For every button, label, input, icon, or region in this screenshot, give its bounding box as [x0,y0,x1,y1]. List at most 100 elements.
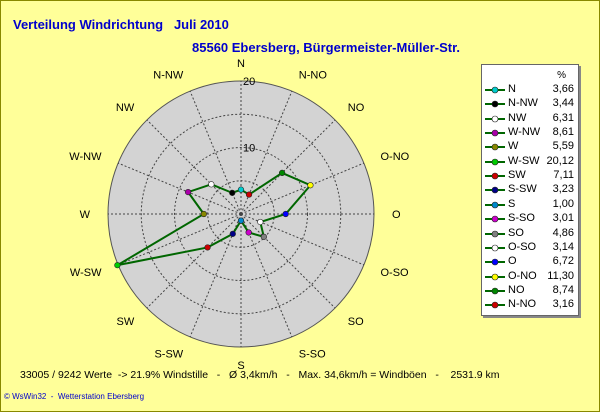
chart-title: Verteilung Windrichtung Juli 2010 [13,17,229,32]
legend-marker [485,115,505,122]
legend-item: NO 8,74 [482,284,578,298]
legend-value: 20,12 [546,154,574,167]
legend-label: SW [508,169,526,182]
grid-ring [140,113,342,315]
direction-label: S-SO [299,349,326,361]
data-point [237,217,245,224]
data-point [229,189,236,196]
legend-label: N-NO [508,298,537,311]
legend-label: NO [508,283,525,296]
legend-marker [485,201,505,209]
legend-label: S-SO [508,212,535,225]
direction-label: N [237,58,245,70]
legend-item: W-SW 20,12 [482,155,578,169]
legend-item: SO 4,86 [482,227,578,241]
data-point [237,186,245,193]
legend-value: 5,59 [552,140,574,153]
legend-marker [485,187,505,194]
grid-ring [174,147,308,281]
legend-marker [485,86,505,94]
data-point [257,218,264,226]
legend-value: 8,74 [552,283,574,296]
legend-label: O [508,255,517,268]
legend-marker [485,129,505,137]
legend-item: N 3,66 [482,83,578,97]
legend-value: 6,31 [552,111,574,124]
legend-value: 8,61 [552,126,574,139]
legend-label: O-SO [508,240,537,253]
legend-label: NW [508,111,527,124]
legend-value: 3,44 [552,97,574,110]
direction-label: W-NW [69,151,102,163]
legend-marker [485,273,505,280]
data-point [185,188,192,196]
legend-item: O-NO 11,30 [482,270,578,284]
credit-line: © WsWin32 - Wetterstation Ebersberg [4,392,145,401]
legend-label: S-SW [508,183,537,196]
radial-tick-label: 10 [243,143,255,155]
legend-label: SO [508,226,524,239]
legend-marker [485,101,505,108]
legend-value: 3,14 [552,240,574,253]
legend-item: O-SO 3,14 [482,241,578,255]
direction-label: W [80,209,91,221]
legend-label: W-SW [508,154,540,167]
direction-label: NO [348,102,365,114]
legend-value: 3,66 [552,83,574,95]
direction-label: S-SW [154,349,183,361]
direction-label: N-NW [153,69,184,81]
legend-marker [485,215,505,223]
legend-item: S-SO 3,01 [482,212,578,226]
legend-unit: % [557,70,566,81]
legend-label: W [508,140,519,153]
legend-marker [485,144,505,151]
data-point [114,262,121,269]
direction-label: SO [348,316,364,328]
legend-item: NW 6,31 [482,112,578,126]
legend-item: W 5,59 [482,140,578,154]
legend-label: O-NO [508,269,537,282]
legend-item: W-NW 8,61 [482,126,578,140]
direction-label: W-SW [70,267,102,279]
legend-marker [485,158,505,166]
legend-value: 1,00 [552,197,574,210]
legend-item: S-SW 3,23 [482,183,578,197]
direction-label: S [237,360,244,372]
data-point [282,210,289,218]
direction-label: N-NO [299,69,328,81]
legend-label: N [508,83,516,95]
legend-marker [485,172,505,180]
legend-value: 3,16 [552,298,574,311]
legend-value: 7,11 [553,169,574,182]
legend-label: N-NW [508,97,538,110]
legend-marker [485,301,505,309]
radial-tick-label: 20 [243,76,255,88]
chart-subtitle: 85560 Ebersberg, Bürgermeister-Müller-St… [192,40,461,55]
data-point [200,210,207,218]
data-point [245,191,253,198]
direction-label: O-NO [381,151,410,163]
direction-label: NW [116,102,135,114]
legend-value: 6,72 [552,255,574,268]
stats-line: 33005 / 9242 Werte -> 21.9% Windstille -… [20,369,500,381]
direction-label: O-SO [381,267,410,279]
legend-marker [485,230,505,237]
data-point [229,230,236,237]
legend: % N 3,66 N-NW 3,44 NW 6,31 W-NW 8,61 W 5,59 W-SW 20… [481,64,579,316]
legend-marker [485,244,505,252]
data-point [307,182,314,189]
direction-label: SW [116,316,134,328]
data-point [278,169,286,177]
data-point [204,244,211,251]
legend-item: N-NW 3,44 [482,97,578,111]
legend-value: 3,23 [552,183,574,196]
legend-label: S [508,197,516,210]
legend-value: 11,30 [547,269,574,282]
data-point [260,233,267,240]
legend-item: O 6,72 [482,255,578,269]
legend-value: 4,86 [552,226,574,239]
legend-item: S 1,00 [482,198,578,212]
legend-item: SW 7,11 [482,169,578,183]
legend-marker [485,258,505,266]
